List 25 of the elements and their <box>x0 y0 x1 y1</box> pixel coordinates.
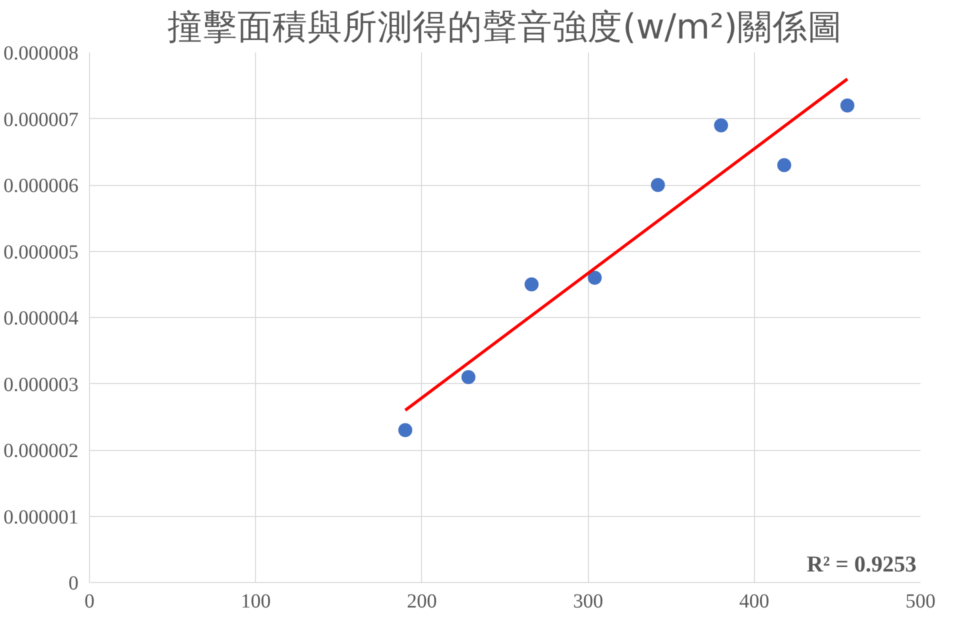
annotation: R² = 0.9253 <box>806 552 917 576</box>
chart-title: 撞擊面積與所測得的聲音強度(w/m²)關係圖 <box>168 8 842 48</box>
x-tick-label: 0 <box>84 590 94 612</box>
point <box>524 277 539 292</box>
y-tick-label: 0.000001 <box>4 506 78 528</box>
y-tick-label: 0.000007 <box>4 108 78 131</box>
y-tick-label: 0.000002 <box>4 440 78 462</box>
point <box>777 158 792 172</box>
point <box>840 98 854 112</box>
y-tick-label: 0.000006 <box>4 175 78 197</box>
y-tick-label: 0 <box>68 572 78 594</box>
point <box>398 423 412 438</box>
point <box>461 370 476 384</box>
y-tick-label: 0.000005 <box>4 241 78 264</box>
x-tick-label: 200 <box>406 590 437 612</box>
x-tick-label: 300 <box>573 590 604 612</box>
y-tick-label: 0.000003 <box>4 374 78 396</box>
x-tick-label: 400 <box>739 590 770 612</box>
x-tick-label: 100 <box>240 590 271 612</box>
point <box>588 270 602 285</box>
y-tick-label: 0.000008 <box>4 42 78 64</box>
x-tick-label: 500 <box>906 590 936 612</box>
y-tick-label: 0.000004 <box>4 308 78 330</box>
point <box>714 118 728 132</box>
point <box>650 178 665 192</box>
